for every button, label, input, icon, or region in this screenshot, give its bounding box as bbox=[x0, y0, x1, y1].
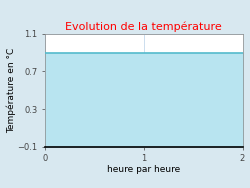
Title: Evolution de la température: Evolution de la température bbox=[66, 21, 222, 32]
X-axis label: heure par heure: heure par heure bbox=[107, 165, 180, 174]
Y-axis label: Température en °C: Température en °C bbox=[6, 48, 16, 133]
